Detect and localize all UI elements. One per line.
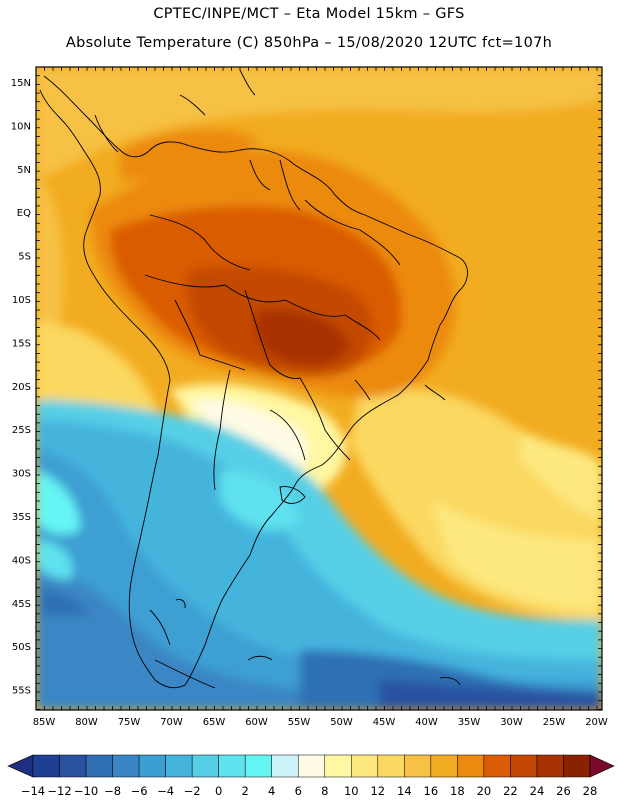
coastline: [39, 69, 468, 689]
colorbar-labels: −14 −12 −10 −8 −6 −4 −2 0 2 4 6 8 10 12 14 16 18 20 22 24 26…: [21, 784, 597, 798]
colorbar: [7, 754, 615, 778]
colorbar-label: 24: [530, 784, 545, 798]
lat-label: EQ: [17, 208, 31, 219]
colorbar-label: 16: [424, 784, 439, 798]
colorbar-label: 26: [556, 784, 571, 798]
colorbar-label: 8: [321, 784, 328, 798]
lat-label: 50S: [12, 642, 31, 653]
lon-label: 55W: [288, 717, 311, 728]
colorbar-label: 28: [583, 784, 598, 798]
lat-label: 10S: [12, 295, 31, 306]
lon-label: 65W: [203, 717, 226, 728]
colorbar-label: −4: [157, 784, 174, 798]
lat-label: 15N: [11, 78, 31, 89]
colorbar-swatch: [244, 754, 272, 778]
lon-label: 60W: [245, 717, 268, 728]
lon-label: 20W: [585, 717, 608, 728]
colorbar-swatch: [510, 754, 538, 778]
temperature-field: [36, 67, 602, 710]
lat-label: 35S: [12, 512, 31, 523]
colorbar-label: −12: [47, 784, 71, 798]
colorbar-swatch: [563, 754, 591, 778]
lon-label: 50W: [330, 717, 353, 728]
lat-label: 30S: [12, 469, 31, 480]
colorbar-swatch: [404, 754, 432, 778]
colorbar-swatch: [112, 754, 140, 778]
lon-label: 85W: [33, 717, 56, 728]
colorbar-label: 0: [215, 784, 222, 798]
colorbar-swatch: [191, 754, 219, 778]
lon-label: 70W: [160, 717, 183, 728]
lon-label: 35W: [458, 717, 481, 728]
lat-label: 55S: [12, 686, 31, 697]
lon-label: 25W: [543, 717, 566, 728]
longitude-labels: 85W 80W 75W 70W 65W 60W 55W 50W 45W 40W 35W 30W 25W 2…: [33, 717, 608, 728]
colorbar-label: 6: [295, 784, 302, 798]
colorbar-label: −8: [104, 784, 121, 798]
colorbar-swatch: [271, 754, 299, 778]
lat-label: 15S: [12, 338, 31, 349]
title-line-1: CPTEC/INPE/MCT – Eta Model 15km – GFS: [153, 6, 465, 22]
colorbar-swatch: [165, 754, 193, 778]
colorbar-swatch: [430, 754, 458, 778]
colorbar-label: 12: [370, 784, 385, 798]
colorbar-swatch: [351, 754, 379, 778]
lon-label: 75W: [118, 717, 141, 728]
lat-label: 40S: [12, 555, 31, 566]
colorbar-label: 2: [242, 784, 249, 798]
colorbar-swatch: [457, 754, 485, 778]
title-line-2: Absolute Temperature (C) 850hPa – 15/08/…: [65, 35, 553, 51]
lat-label: 5N: [17, 165, 31, 176]
colorbar-label: −2: [184, 784, 201, 798]
colorbar-label: 22: [503, 784, 518, 798]
colorbar-swatch: [297, 754, 326, 778]
colorbar-label: 4: [268, 784, 275, 798]
lat-label: 10N: [11, 121, 31, 132]
colorbar-label: −14: [21, 784, 45, 798]
colorbar-swatch: [218, 754, 246, 778]
lat-label: 5S: [18, 252, 31, 263]
colorbar-label: −6: [131, 784, 148, 798]
colorbar-label: −10: [74, 784, 98, 798]
colorbar-label: 18: [450, 784, 465, 798]
lat-label: 45S: [12, 599, 31, 610]
axis-ticks: [35, 66, 602, 710]
colorbar-swatch: [377, 754, 405, 778]
colorbar-swatch: [59, 754, 87, 778]
colorbar-label: 20: [477, 784, 492, 798]
lon-label: 30W: [500, 717, 523, 728]
colorbar-swatch: [536, 754, 564, 778]
lon-label: 40W: [415, 717, 438, 728]
colorbar-label: 14: [397, 784, 412, 798]
colorbar-swatch: [138, 754, 166, 778]
colorbar-end-left: [7, 754, 34, 778]
colorbar-swatch: [483, 754, 511, 778]
lat-label: 20S: [12, 382, 31, 393]
colorbar-swatch: [32, 754, 60, 778]
colorbar-swatch: [85, 754, 113, 778]
colorbar-end-right: [589, 754, 615, 778]
lat-label: 25S: [12, 425, 31, 436]
lon-label: 45W: [373, 717, 396, 728]
colorbar-label: 10: [344, 784, 359, 798]
lon-label: 80W: [75, 717, 98, 728]
latitude-labels: 15N 10N 5N EQ 5S 10S 15S 20S 25S 30S 35S 40S 45S 50S 5…: [11, 78, 31, 697]
colorbar-swatch: [324, 754, 352, 778]
